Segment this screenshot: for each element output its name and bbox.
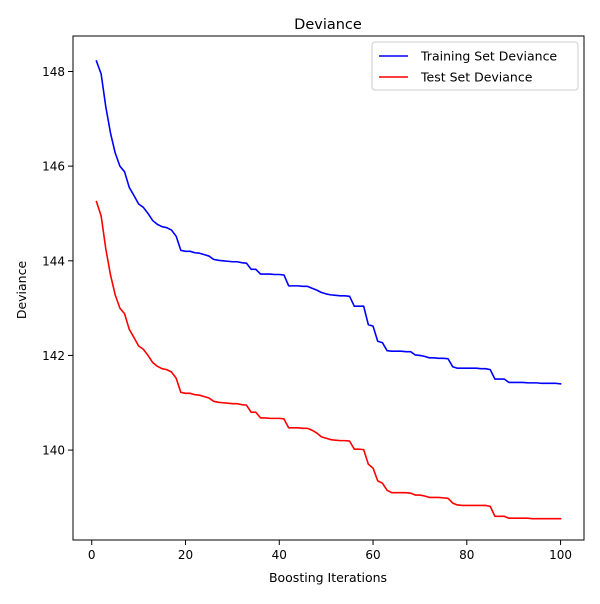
y-tick-label: 148: [42, 65, 65, 79]
legend: Training Set Deviance Test Set Deviance: [371, 41, 579, 91]
legend-label-training: Training Set Deviance: [420, 49, 557, 64]
y-axis-label: Deviance: [14, 261, 29, 320]
legend-label-test: Test Set Deviance: [420, 70, 533, 85]
y-tick-label: 140: [42, 444, 65, 458]
x-tick-label: 0: [88, 548, 96, 562]
x-tick-label: 80: [459, 548, 474, 562]
y-tick-label: 144: [42, 254, 65, 268]
series-lines: [95, 60, 562, 520]
training-deviance-line: [95, 60, 562, 385]
y-tick-label: 146: [42, 160, 65, 174]
x-tick-label: 100: [549, 548, 572, 562]
x-tick-label: 20: [178, 548, 193, 562]
chart-title: Deviance: [294, 17, 362, 33]
test-deviance-line: [95, 200, 562, 520]
y-tick-label: 142: [42, 349, 65, 363]
axis-ticks: 0 20 40 60 80 100 140 142 144 146 148: [42, 65, 572, 562]
legend-box: [371, 41, 579, 91]
x-tick-label: 60: [365, 548, 380, 562]
x-tick-label: 40: [272, 548, 287, 562]
x-axis-label: Boosting Iterations: [269, 570, 387, 585]
plot-frame: [72, 35, 585, 541]
